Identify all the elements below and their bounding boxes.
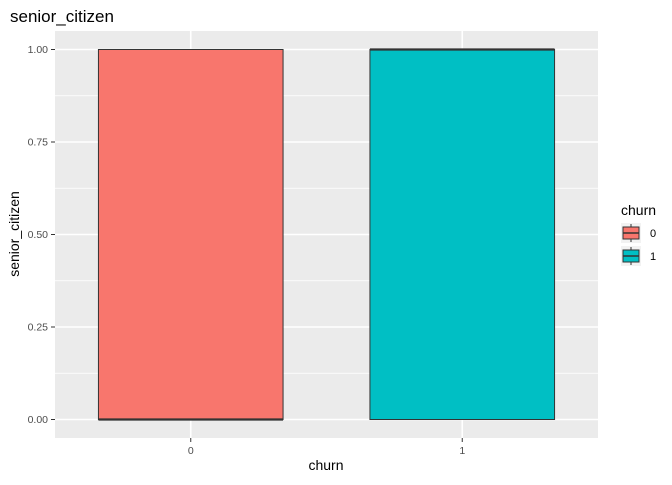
legend-title: churn xyxy=(621,202,656,218)
chart-title: senior_citizen xyxy=(10,7,114,26)
y-tick-label: 0.50 xyxy=(28,229,49,241)
x-tick-label: 0 xyxy=(188,445,194,457)
y-tick-label: 1.00 xyxy=(28,44,49,56)
legend-label: 1 xyxy=(650,251,656,263)
y-tick-label: 0.75 xyxy=(28,137,49,149)
legend-entry-1: 1 xyxy=(621,246,656,266)
legend-entry-0: 0 xyxy=(621,223,656,243)
y-axis-label: senior_citizen xyxy=(6,191,22,277)
legend: churn 0 1 xyxy=(621,202,656,266)
box-0 xyxy=(97,49,284,421)
x-axis-label: churn xyxy=(308,457,343,473)
box-body xyxy=(97,49,284,420)
y-axis: 0.00 0.25 0.50 0.75 1.00 xyxy=(28,44,55,426)
boxes xyxy=(97,48,556,421)
x-tick-label: 1 xyxy=(459,445,465,457)
y-tick-label: 0.00 xyxy=(28,414,49,426)
y-tick-label: 0.25 xyxy=(28,322,49,334)
box-body xyxy=(369,49,556,420)
box-1 xyxy=(369,48,556,420)
legend-label: 0 xyxy=(650,228,656,240)
